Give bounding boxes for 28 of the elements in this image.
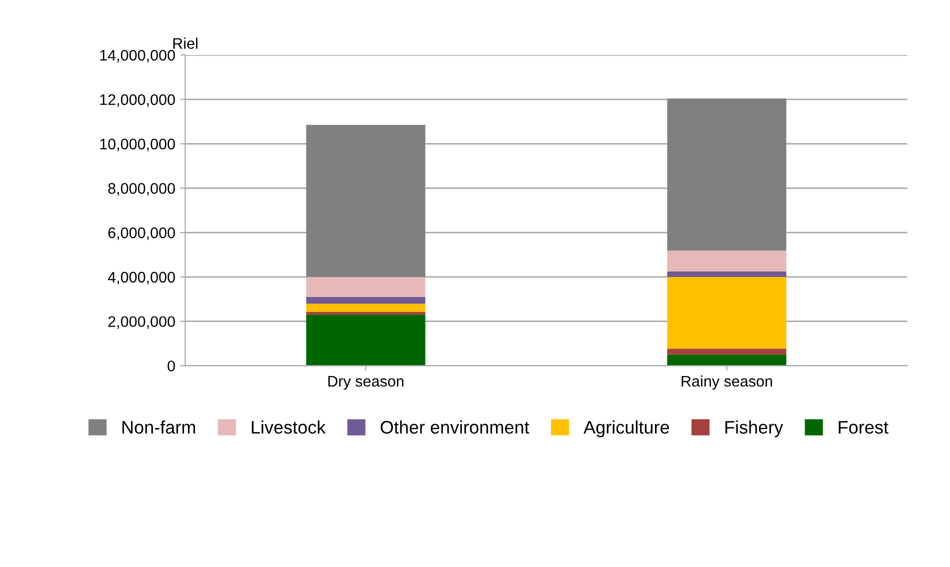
bar: [667, 271, 786, 277]
x-tick-label: Dry season: [328, 376, 404, 390]
y-tick-label: 6,000,000: [108, 227, 175, 240]
bar: [667, 98, 786, 251]
legend-label: Agriculture: [584, 420, 670, 438]
y-axis-title: Riel: [173, 38, 198, 49]
legend-label: Non-farm: [122, 420, 196, 434]
bar: [306, 276, 426, 297]
bar: [306, 304, 426, 312]
bar: [306, 124, 426, 277]
y-tick-label: 10,000,000: [100, 138, 175, 152]
bar: [667, 250, 786, 272]
legend-label: Other environment: [380, 420, 530, 434]
y-tick-label: 8,000,000: [108, 183, 175, 196]
y-tick-label: 14,000,000: [100, 50, 175, 62]
legend-label: Forest: [838, 421, 888, 434]
x-tick-label: Rainy season: [682, 375, 772, 390]
legend-label: Fishery: [725, 420, 784, 438]
y-tick-label: 12,000,000: [100, 94, 175, 107]
bar: [306, 296, 426, 304]
legend-label: Livestock: [252, 420, 326, 434]
y-tick-label: 0: [168, 360, 175, 372]
y-tick-label: 4,000,000: [108, 272, 175, 284]
bar: [306, 314, 426, 366]
bar: [667, 348, 786, 355]
bar: [667, 276, 786, 349]
bar: [667, 354, 786, 366]
y-tick-label: 2,000,000: [108, 316, 175, 329]
